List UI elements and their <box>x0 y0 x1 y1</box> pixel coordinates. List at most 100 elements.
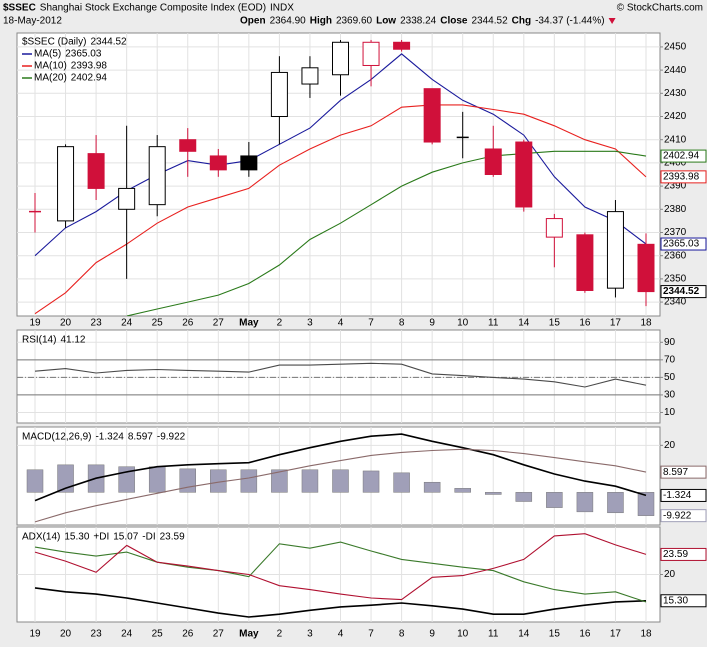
candle-body <box>576 234 594 291</box>
candle-body <box>393 41 411 50</box>
histogram-bar <box>485 492 502 495</box>
x-tick-label: 18 <box>640 318 652 329</box>
candle-body <box>240 155 258 171</box>
x-tick-label: 4 <box>338 629 344 640</box>
line <box>34 533 647 601</box>
x-tick-label: 3 <box>307 318 313 329</box>
legend-value: 2365.03 <box>65 49 102 60</box>
y-tick-label: 2430 <box>664 88 687 99</box>
line <box>34 448 647 523</box>
x-tick-label: 16 <box>579 318 591 329</box>
legend-value: 15.30 <box>64 532 89 543</box>
end-label: 15.30 <box>663 595 688 606</box>
legend-value: 2344.52 <box>90 37 127 48</box>
candle-body <box>423 88 441 143</box>
x-tick-label: 25 <box>152 629 164 640</box>
x-tick-label: 27 <box>213 318 225 329</box>
y-tick-label: 2440 <box>664 65 687 76</box>
candle-body <box>148 146 166 206</box>
x-tick-label: 4 <box>338 318 344 329</box>
x-tick-label: 10 <box>457 318 469 329</box>
y-tick-label: 10 <box>664 407 676 418</box>
legend-label: MA(5) <box>34 49 61 60</box>
end-label-box <box>660 285 707 299</box>
y-tick-label: 20 <box>664 569 676 580</box>
y-tick-label: 20 <box>664 440 676 451</box>
x-tick-label: 11 <box>488 318 499 329</box>
legend-label: MACD(12,26,9) <box>22 432 91 443</box>
candle-body <box>484 148 502 176</box>
line <box>34 587 647 618</box>
quote-value: 2344.52 <box>471 16 508 27</box>
legend-value: 15.07 <box>113 532 138 543</box>
histogram-bar <box>271 469 288 493</box>
x-tick-label: 26 <box>182 318 194 329</box>
x-tick-label: 3 <box>307 629 313 640</box>
line <box>34 104 647 315</box>
x-tick-label: 7 <box>368 629 374 640</box>
end-label: 8.597 <box>663 467 688 478</box>
histogram-bar <box>26 469 44 493</box>
x-tick-label: 17 <box>610 318 622 329</box>
exchange: INDX <box>270 3 294 14</box>
end-label: 2393.98 <box>663 172 700 183</box>
end-label-box <box>660 465 707 479</box>
end-label-box <box>660 170 707 184</box>
legend-value: 23.59 <box>160 532 185 543</box>
histogram-bar <box>393 472 410 493</box>
x-tick-label: 8 <box>399 629 405 640</box>
x-tick-label: 16 <box>579 629 591 640</box>
histogram-bar <box>546 492 563 508</box>
y-tick-label: 2420 <box>664 111 687 122</box>
histogram-bar <box>148 466 166 493</box>
line <box>34 53 647 257</box>
y-tick-label: 50 <box>664 372 676 383</box>
x-tick-label: 23 <box>91 629 103 640</box>
panel <box>16 32 661 317</box>
legend-label: MA(20) <box>34 73 67 84</box>
legend-value: -1.324 <box>95 432 124 443</box>
end-label-box <box>660 547 707 561</box>
quote-value: -34.37 (-1.44%) <box>535 16 604 27</box>
x-tick-label: 20 <box>60 629 72 640</box>
y-tick-label: 2340 <box>664 297 687 308</box>
candle-body <box>332 41 349 76</box>
x-tick-label: 9 <box>429 318 435 329</box>
x-tick-label: 24 <box>121 318 133 329</box>
histogram-bar <box>576 492 594 513</box>
x-tick-label: 24 <box>121 629 133 640</box>
panel <box>16 329 661 424</box>
x-tick-label: 2 <box>277 318 283 329</box>
candle-body <box>118 187 136 210</box>
candle-body <box>209 155 227 171</box>
quote-label: Open <box>240 16 266 27</box>
candle-body <box>87 153 105 189</box>
x-tick-label: 8 <box>399 318 405 329</box>
x-tick-label: 26 <box>182 629 194 640</box>
legend-value: 41.12 <box>60 335 85 346</box>
legend-label: MA(10) <box>34 61 67 72</box>
legend-value: -9.922 <box>157 432 186 443</box>
candle-body <box>301 67 319 85</box>
x-tick-label: 27 <box>213 629 225 640</box>
quote-value: 2364.90 <box>270 16 307 27</box>
credit: © StockCharts.com <box>617 3 703 14</box>
quote-label: Close <box>440 16 468 27</box>
legend-label: $SSEC (Daily) <box>22 37 86 48</box>
x-tick-label: 18 <box>640 629 652 640</box>
x-tick-label: 14 <box>518 629 530 640</box>
quote-value: 2369.60 <box>336 16 373 27</box>
line <box>34 362 647 388</box>
histogram-bar <box>637 492 655 516</box>
y-tick-label: 2450 <box>664 42 687 53</box>
x-tick-label: 25 <box>152 318 164 329</box>
x-tick-label: 14 <box>518 318 530 329</box>
quote-value: 2338.24 <box>400 16 437 27</box>
title: Shanghai Stock Exchange Composite Index … <box>40 3 266 14</box>
x-tick-label: 19 <box>29 629 41 640</box>
candle-body <box>545 218 563 238</box>
histogram-bar <box>362 470 380 493</box>
end-label: 2344.52 <box>663 286 700 297</box>
